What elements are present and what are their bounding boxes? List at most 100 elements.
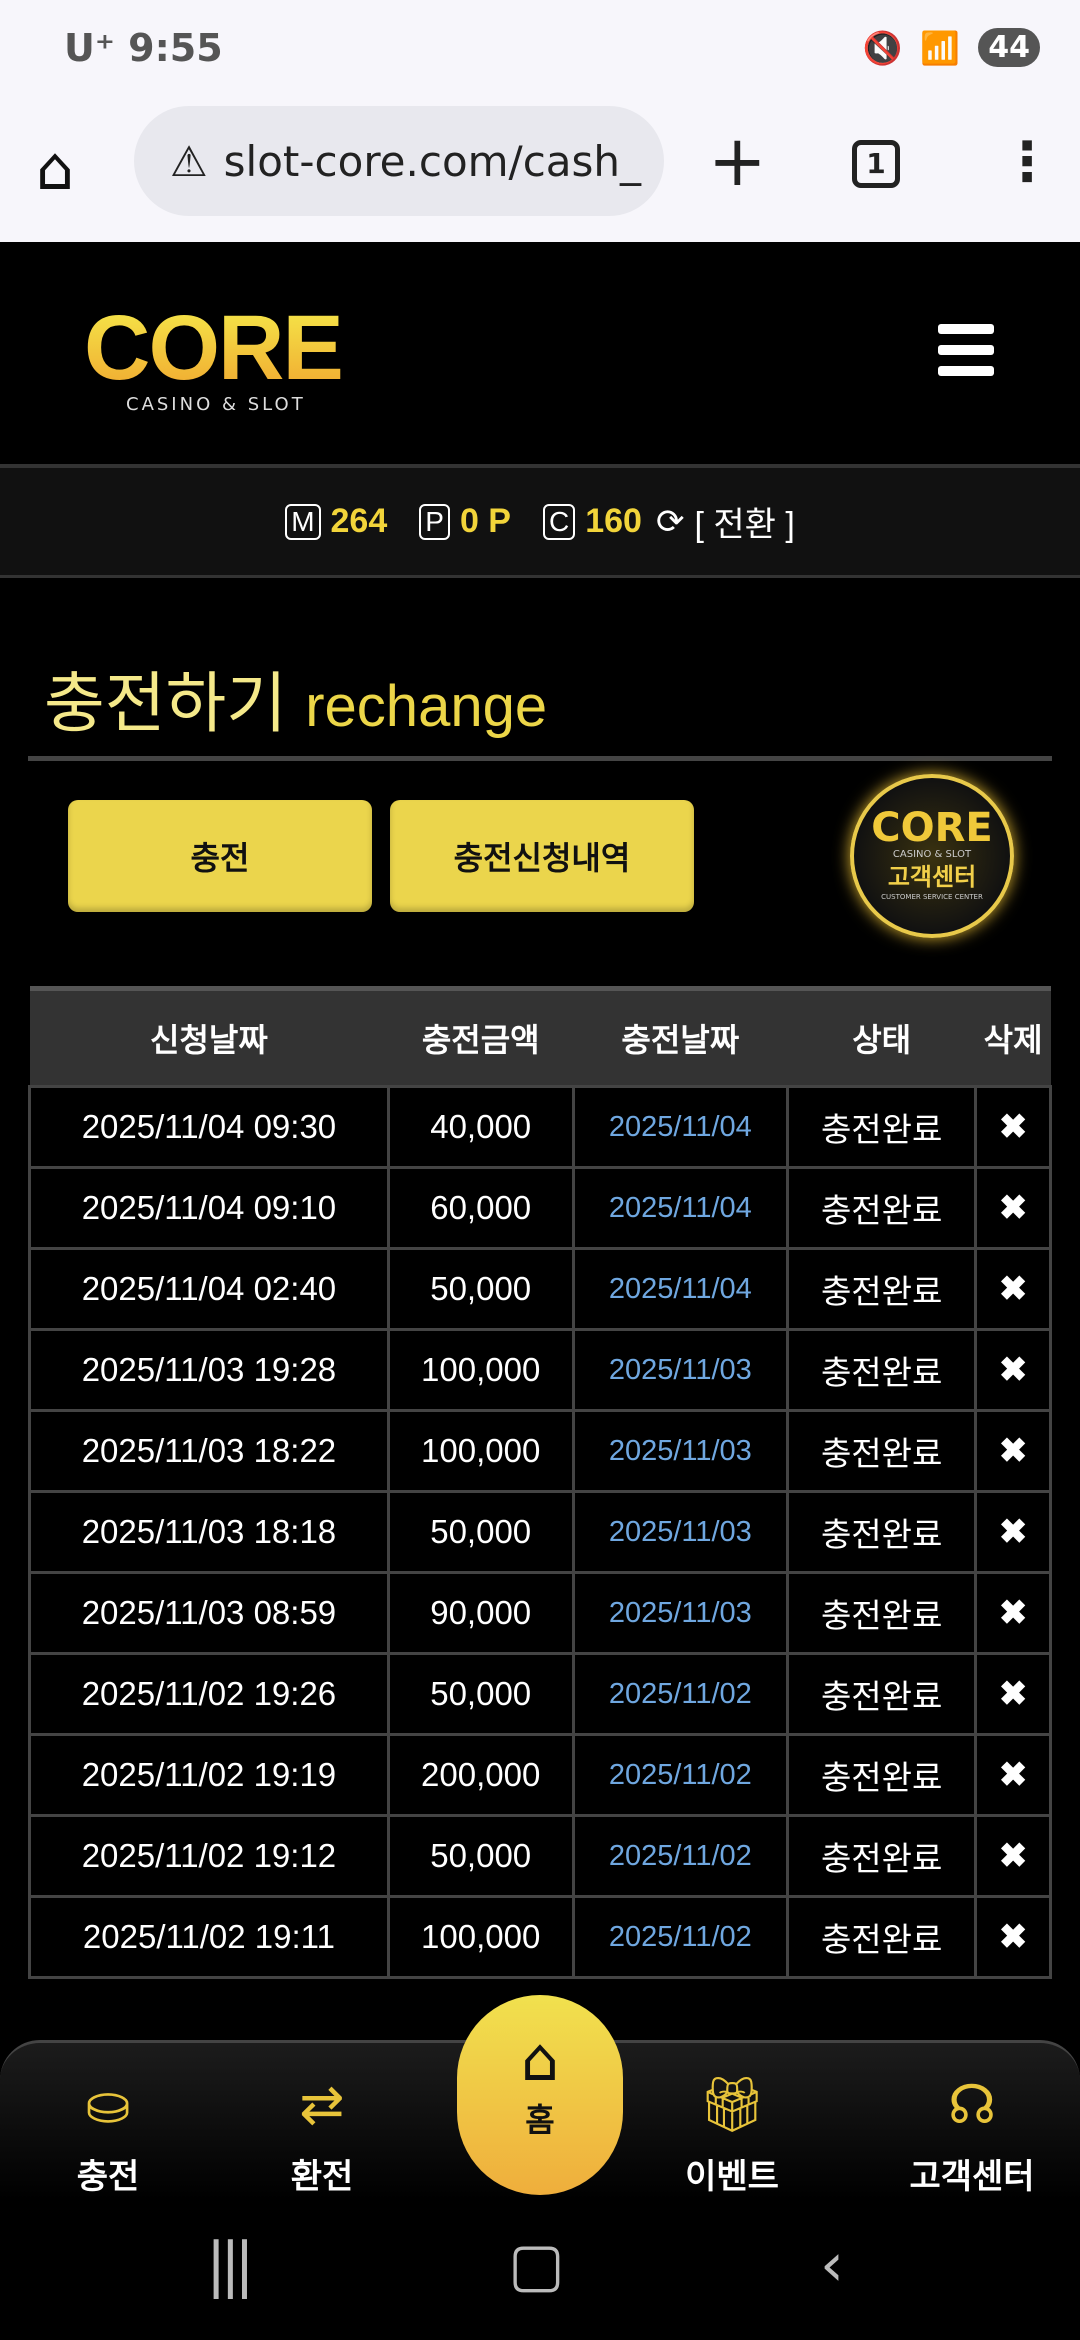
charge-date-cell: 2025/11/03 <box>571 1409 790 1493</box>
url-text: slot-core.com/cash_ <box>223 136 642 186</box>
request-date-cell: 2025/11/04 09:30 <box>28 1085 390 1169</box>
amount-cell: 40,000 <box>386 1085 575 1169</box>
amount-cell: 50,000 <box>386 1247 575 1331</box>
site-logo[interactable]: CORE CASINO & SLOT <box>84 297 344 415</box>
delete-icon[interactable]: ✖ <box>974 1571 1052 1655</box>
gift-icon: 🎁︎ <box>697 2073 767 2136</box>
charge-button[interactable]: 충전 <box>68 800 372 912</box>
nav-home[interactable]: ⌂ 홈 <box>457 1995 623 2195</box>
charge-date-cell: 2025/11/03 <box>571 1328 790 1412</box>
request-date-cell: 2025/11/02 19:26 <box>28 1652 390 1736</box>
delete-icon[interactable]: ✖ <box>974 1247 1052 1331</box>
browser-toolbar: ⌂ ⚠ slot-core.com/cash_ + 1 ⋮ <box>0 106 1080 242</box>
request-date-cell: 2025/11/04 02:40 <box>28 1247 390 1331</box>
request-date-cell: 2025/11/03 08:59 <box>28 1571 390 1655</box>
status-cell: 충전완료 <box>786 1166 978 1250</box>
status-cell: 충전완료 <box>786 1733 978 1817</box>
column-header: 삭제 <box>983 1022 1043 1058</box>
page-title: 충전하기 rechange <box>44 666 548 740</box>
hamburger-menu-icon[interactable] <box>938 324 994 387</box>
request-date-cell: 2025/11/02 19:11 <box>28 1895 390 1979</box>
nav-support[interactable]: ☊ 고객센터 <box>902 2073 1042 2198</box>
delete-icon[interactable]: ✖ <box>974 1814 1052 1898</box>
wifi-icon: 📶 <box>920 28 961 67</box>
table-row: 2025/11/02 19:19 200,000 2025/11/02 충전완료 ✖ <box>28 1733 1052 1817</box>
column-header: 충전금액 <box>421 1022 540 1058</box>
nav-event[interactable]: 🎁︎ 이벤트 <box>662 2073 802 2198</box>
home-icon[interactable]: ⌂ <box>36 134 75 204</box>
point-value: 0 P <box>459 502 511 540</box>
customer-service-badge[interactable]: CORE CASINO & SLOT 고객센터 CUSTOMER SERVICE… <box>850 774 1014 938</box>
status-cell: 충전완료 <box>786 1409 978 1493</box>
convert-button[interactable]: [ 전환 ] <box>694 506 795 544</box>
delete-icon[interactable]: ✖ <box>974 1652 1052 1736</box>
tab-switcher-button[interactable]: 1 <box>852 140 900 188</box>
table-row: 2025/11/03 18:18 50,000 2025/11/03 충전완료 ✖ <box>28 1490 1052 1574</box>
charge-date-cell: 2025/11/03 <box>571 1490 790 1574</box>
amount-cell: 50,000 <box>386 1490 575 1574</box>
request-date-cell: 2025/11/04 09:10 <box>28 1166 390 1250</box>
status-time: U⁺ 9:55 <box>64 26 223 70</box>
address-bar[interactable]: ⚠ slot-core.com/cash_ <box>134 106 664 216</box>
charge-date-cell: 2025/11/02 <box>571 1652 790 1736</box>
charge-date-cell: 2025/11/04 <box>571 1247 790 1331</box>
table-row: 2025/11/03 08:59 90,000 2025/11/03 충전완료 ✖ <box>28 1571 1052 1655</box>
charge-date-cell: 2025/11/02 <box>571 1895 790 1979</box>
site-header: CORE CASINO & SLOT <box>0 242 1080 464</box>
delete-icon[interactable]: ✖ <box>974 1733 1052 1817</box>
amount-cell: 50,000 <box>386 1652 575 1736</box>
table-row: 2025/11/03 19:28 100,000 2025/11/03 충전완료 ✖ <box>28 1328 1052 1412</box>
amount-cell: 100,000 <box>386 1328 575 1412</box>
home-system-icon[interactable]: ▢ <box>508 2230 565 2300</box>
amount-cell: 90,000 <box>386 1571 575 1655</box>
battery-indicator: 44 <box>978 28 1040 67</box>
system-nav-bar: ||| ▢ ‹ <box>0 2200 1080 2340</box>
back-icon[interactable]: ‹ <box>820 2230 844 2300</box>
column-header: 상태 <box>852 1022 912 1058</box>
charge-date-cell: 2025/11/02 <box>571 1814 790 1898</box>
status-cell: 충전완료 <box>786 1085 978 1169</box>
amount-cell: 100,000 <box>386 1409 575 1493</box>
delete-icon[interactable]: ✖ <box>974 1409 1052 1493</box>
table-row: 2025/11/04 09:10 60,000 2025/11/04 충전완료 ✖ <box>28 1166 1052 1250</box>
nav-charge[interactable]: ⛀ 충전 <box>38 2073 178 2198</box>
refresh-icon[interactable]: ⟳ <box>655 502 685 541</box>
delete-icon[interactable]: ✖ <box>974 1895 1052 1979</box>
column-header: 충전날짜 <box>621 1022 740 1058</box>
request-date-cell: 2025/11/03 18:18 <box>28 1490 390 1574</box>
amount-cell: 100,000 <box>386 1895 575 1979</box>
table-row: 2025/11/02 19:11 100,000 2025/11/02 충전완료 ✖ <box>28 1895 1052 1979</box>
status-cell: 충전완료 <box>786 1490 978 1574</box>
charge-date-cell: 2025/11/04 <box>571 1166 790 1250</box>
coin-icon: C <box>542 503 576 540</box>
exchange-icon: ⇄ <box>299 2073 345 2136</box>
request-date-cell: 2025/11/02 19:19 <box>28 1733 390 1817</box>
delete-icon[interactable]: ✖ <box>974 1085 1052 1169</box>
new-tab-button[interactable]: + <box>708 120 767 202</box>
coin-value: 160 <box>585 502 642 540</box>
warning-icon: ⚠ <box>170 136 208 186</box>
delete-icon[interactable]: ✖ <box>974 1328 1052 1412</box>
delete-icon[interactable]: ✖ <box>974 1490 1052 1574</box>
money-icon: M <box>285 503 321 540</box>
charge-date-cell: 2025/11/02 <box>571 1733 790 1817</box>
mute-icon: 🔇 <box>862 28 903 67</box>
charge-date-cell: 2025/11/03 <box>571 1571 790 1655</box>
nav-exchange[interactable]: ⇄ 환전 <box>252 2073 392 2198</box>
table-row: 2025/11/03 18:22 100,000 2025/11/03 충전완료 ✖ <box>28 1409 1052 1493</box>
divider <box>28 756 1052 761</box>
charge-history-table: 신청날짜 충전금액 충전날짜 상태 삭제 2025/11/04 09:30 40,000 2… <box>28 986 1052 1979</box>
charge-history-button[interactable]: 충전신청내역 <box>390 800 694 912</box>
amount-cell: 200,000 <box>386 1733 575 1817</box>
request-date-cell: 2025/11/03 19:28 <box>28 1328 390 1412</box>
more-menu-icon[interactable]: ⋮ <box>1000 130 1054 193</box>
balance-bar: M 264 P 0 P C 160 ⟳ [ 전환 ] <box>0 464 1080 578</box>
recent-apps-icon[interactable]: ||| <box>206 2230 255 2300</box>
column-header: 신청날짜 <box>150 1022 268 1058</box>
table-row: 2025/11/04 09:30 40,000 2025/11/04 충전완료 ✖ <box>28 1085 1052 1169</box>
delete-icon[interactable]: ✖ <box>974 1166 1052 1250</box>
request-date-cell: 2025/11/02 19:12 <box>28 1814 390 1898</box>
status-cell: 충전완료 <box>786 1652 978 1736</box>
headset-icon: ☊ <box>948 2073 996 2136</box>
status-cell: 충전완료 <box>786 1571 978 1655</box>
